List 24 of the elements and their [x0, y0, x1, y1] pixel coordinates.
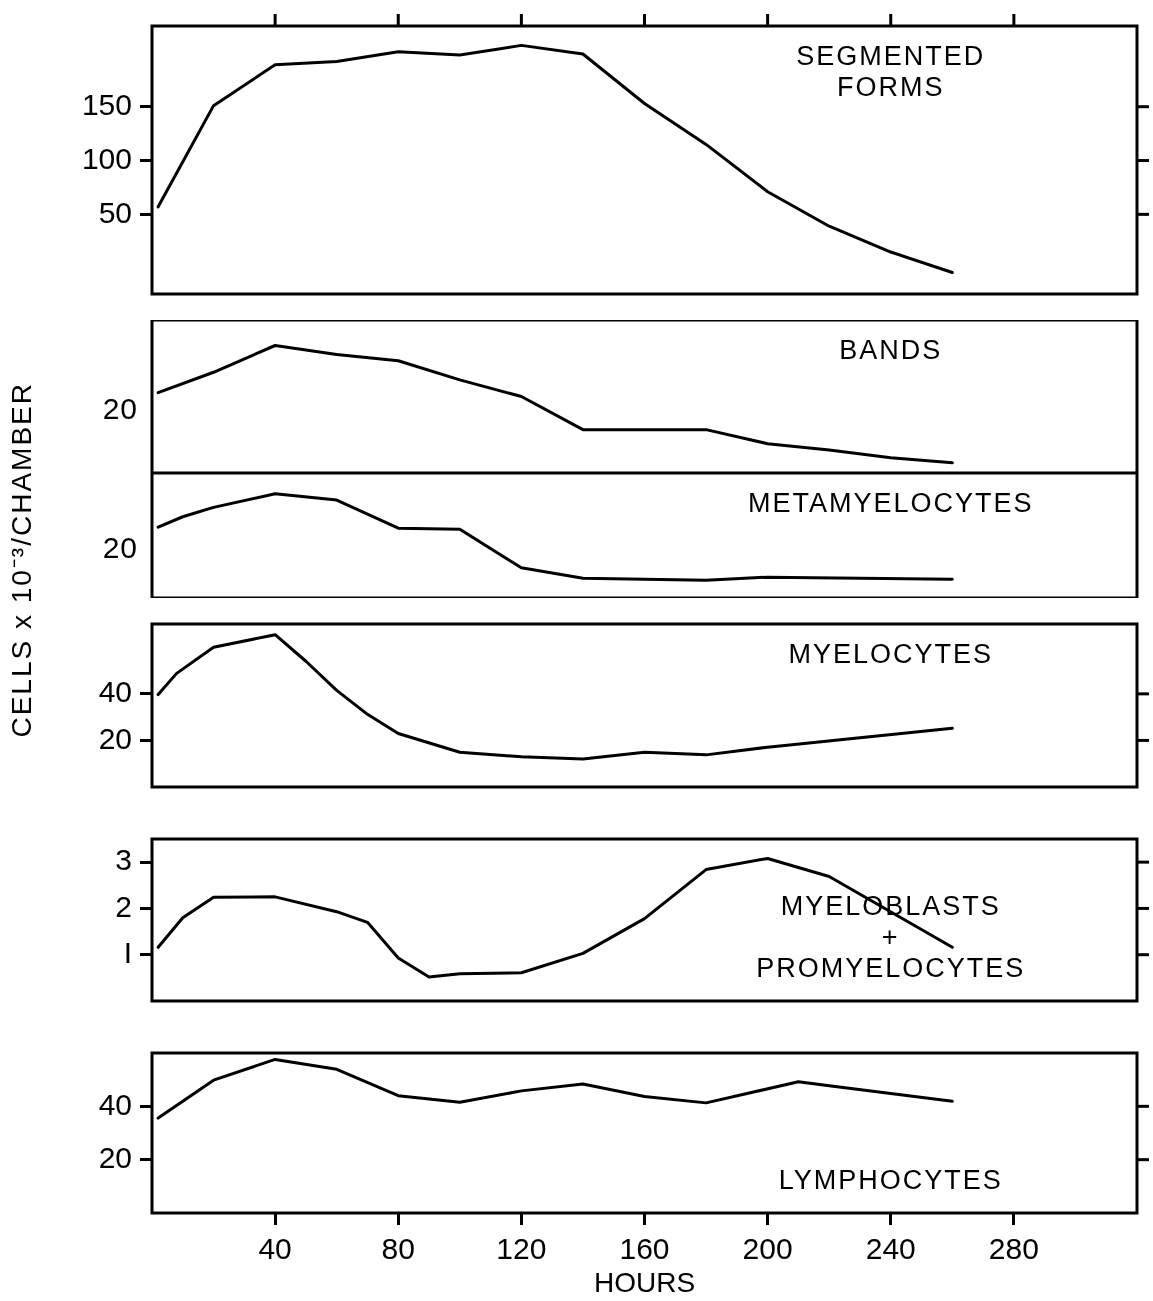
x-tick-label: 200 [742, 1232, 793, 1266]
text: METAMYELOCYTES [747, 487, 1034, 518]
y-tick-label: 3 [115, 843, 132, 877]
y-tick-label: 100 [81, 141, 132, 175]
y-tick-label: 150 [81, 87, 132, 121]
x-tick-label: 80 [381, 1232, 415, 1266]
y-tick-label: 2 [115, 889, 132, 923]
x-tick-label: 40 [258, 1232, 292, 1266]
text: MYELOCYTES [788, 638, 994, 669]
legend-label: SEGMENTED FORMS [796, 40, 986, 102]
text: BANDS [839, 334, 943, 365]
y-tick-label: 40 [98, 1087, 132, 1121]
x-tick-label: 240 [865, 1232, 916, 1266]
x-axis-title: HOURS [593, 1266, 696, 1298]
x-tick-label: 160 [619, 1232, 670, 1266]
y-tick-label: 50 [98, 195, 132, 229]
y-tick-label: 20 [98, 1140, 132, 1174]
y-tick-label: I [123, 935, 132, 969]
y-tick-label: 40 [98, 675, 132, 709]
y-axis-title: CELLS x 10⁻³/CHAMBER [5, 382, 38, 738]
text: LYMPHOCYTES [778, 1164, 1003, 1195]
y-tick-label: 20 [98, 721, 132, 755]
x-tick-label: 120 [496, 1232, 547, 1266]
x-tick-label: 280 [988, 1232, 1039, 1266]
